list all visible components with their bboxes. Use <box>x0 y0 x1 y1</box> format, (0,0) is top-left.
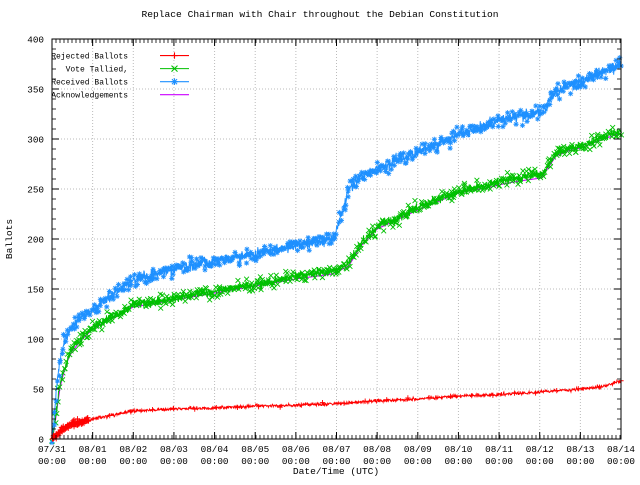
svg-text:Replace Chairman with Chair th: Replace Chairman with Chair throughout t… <box>142 9 499 20</box>
svg-text:250: 250 <box>27 184 44 195</box>
svg-text:08/10: 08/10 <box>444 444 472 455</box>
svg-text:07/31: 07/31 <box>38 444 66 455</box>
svg-text:00:00: 00:00 <box>119 456 147 467</box>
svg-text:400: 400 <box>27 34 44 45</box>
svg-text:Date/Time (UTC): Date/Time (UTC) <box>293 466 379 477</box>
svg-text:150: 150 <box>27 284 44 295</box>
svg-text:08/09: 08/09 <box>404 444 432 455</box>
svg-text:00:00: 00:00 <box>566 456 594 467</box>
svg-text:Acknowledgements: Acknowledgements <box>51 91 128 100</box>
svg-text:00:00: 00:00 <box>38 456 66 467</box>
svg-text:08/08: 08/08 <box>363 444 391 455</box>
svg-text:350: 350 <box>27 84 44 95</box>
svg-text:200: 200 <box>27 234 44 245</box>
svg-text:Vote Tallied,: Vote Tallied, <box>66 65 128 74</box>
svg-text:08/05: 08/05 <box>241 444 269 455</box>
svg-text:300: 300 <box>27 134 44 145</box>
svg-text:08/06: 08/06 <box>282 444 310 455</box>
svg-text:00:00: 00:00 <box>485 456 513 467</box>
svg-text:50: 50 <box>33 384 44 395</box>
svg-text:Rejected Ballots: Rejected Ballots <box>51 52 128 61</box>
svg-text:00:00: 00:00 <box>201 456 229 467</box>
svg-text:00:00: 00:00 <box>404 456 432 467</box>
svg-text:08/11: 08/11 <box>485 444 513 455</box>
svg-text:08/13: 08/13 <box>566 444 594 455</box>
svg-text:Received Ballots: Received Ballots <box>51 78 128 87</box>
svg-text:Ballots: Ballots <box>4 219 15 259</box>
svg-text:00:00: 00:00 <box>607 456 635 467</box>
svg-text:00:00: 00:00 <box>241 456 269 467</box>
svg-text:00:00: 00:00 <box>160 456 188 467</box>
svg-text:08/01: 08/01 <box>79 444 107 455</box>
svg-text:08/14: 08/14 <box>607 444 635 455</box>
svg-text:00:00: 00:00 <box>526 456 554 467</box>
svg-text:08/02: 08/02 <box>119 444 147 455</box>
svg-text:08/07: 08/07 <box>323 444 351 455</box>
svg-text:00:00: 00:00 <box>444 456 472 467</box>
svg-text:08/12: 08/12 <box>526 444 554 455</box>
svg-text:08/03: 08/03 <box>160 444 188 455</box>
svg-text:100: 100 <box>27 334 44 345</box>
svg-text:08/04: 08/04 <box>201 444 229 455</box>
svg-text:00:00: 00:00 <box>79 456 107 467</box>
